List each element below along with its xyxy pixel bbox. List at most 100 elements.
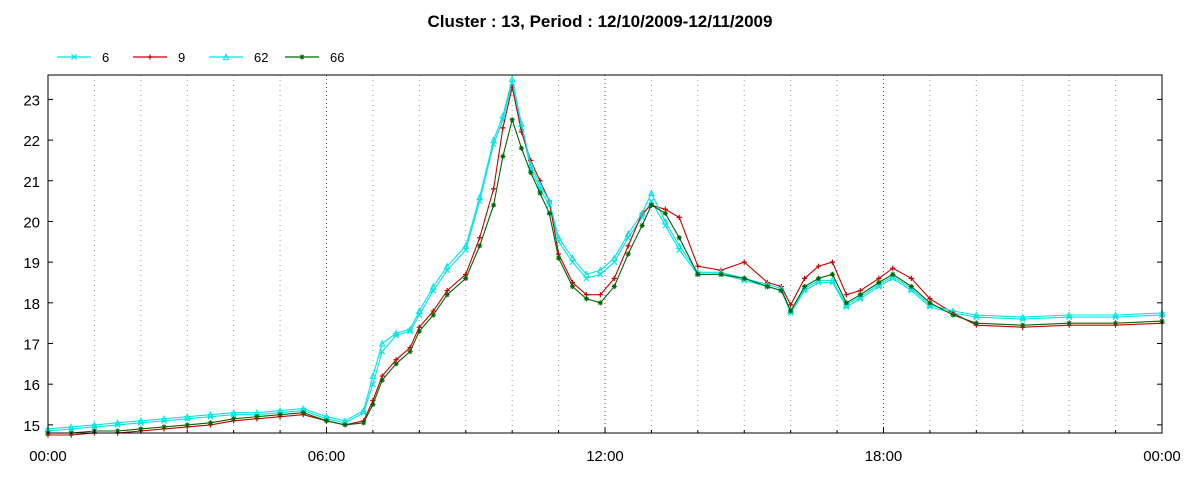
data-point <box>555 234 562 241</box>
x-tick-label: 00:00 <box>1143 448 1181 465</box>
data-point <box>67 423 75 430</box>
data-point <box>114 419 122 426</box>
y-tick-label: 18 <box>23 296 40 313</box>
x-tick-label: 12:00 <box>586 448 624 465</box>
data-point <box>583 270 590 278</box>
data-point <box>430 312 436 318</box>
x-tick-label: 00:00 <box>29 448 67 465</box>
data-point <box>842 301 850 308</box>
data-point <box>908 275 914 282</box>
data-point <box>184 422 190 428</box>
data-point <box>788 302 794 308</box>
data-point <box>500 153 506 159</box>
data-point <box>1019 313 1027 321</box>
data-point <box>499 111 507 119</box>
data-point <box>1112 311 1119 319</box>
data-point <box>907 284 915 292</box>
legend: 6 9 62 66 <box>57 50 344 65</box>
data-point <box>856 292 864 300</box>
legend-label: 62 <box>254 50 268 65</box>
data-point <box>463 275 469 282</box>
data-point <box>183 413 191 420</box>
data-point <box>875 280 883 288</box>
axes: 15 16 17 18 19 20 21 22 23 00:00 06:00 12:00 18:00 00… <box>23 92 1180 465</box>
data-point <box>973 320 979 326</box>
y-tick-label: 21 <box>23 174 40 191</box>
y-tick-label: 20 <box>23 214 40 231</box>
data-point <box>661 217 669 225</box>
data-point <box>477 235 483 241</box>
data-point <box>801 283 808 290</box>
data-point <box>500 125 506 131</box>
data-point <box>1066 320 1072 326</box>
grid <box>93 75 1117 433</box>
series-line-6 <box>47 82 1163 432</box>
data-point <box>138 426 144 432</box>
data-point <box>624 229 632 237</box>
data-point <box>857 292 863 298</box>
data-point <box>491 186 497 192</box>
y-tick-label: 23 <box>23 92 40 109</box>
x-tick-label: 18:00 <box>865 448 903 465</box>
data-point <box>231 416 237 422</box>
data-point <box>926 301 934 308</box>
data-point <box>638 209 646 217</box>
data-point <box>360 406 368 414</box>
data-point <box>815 276 822 284</box>
data-point <box>444 292 450 298</box>
data-point <box>476 193 484 201</box>
data-point <box>829 271 836 277</box>
data-point <box>207 420 214 426</box>
data-point <box>741 259 747 265</box>
data-point <box>490 136 498 144</box>
legend-label: 66 <box>330 50 344 65</box>
data-point <box>648 189 655 197</box>
data-point <box>639 222 645 229</box>
data-point <box>477 243 483 249</box>
data-point <box>323 418 330 424</box>
series-line-66 <box>48 117 1163 434</box>
y-tick-label: 19 <box>23 255 40 272</box>
data-point <box>416 328 422 334</box>
data-point <box>137 417 145 424</box>
data-point <box>545 197 553 205</box>
data-point <box>889 272 897 280</box>
series-66 <box>45 117 1165 436</box>
legend-label: 6 <box>102 50 109 65</box>
data-point <box>462 242 470 249</box>
data-point <box>443 262 451 270</box>
data-point <box>546 210 552 216</box>
data-point <box>648 202 655 208</box>
data-point <box>407 349 413 355</box>
data-point <box>91 421 98 428</box>
data-point <box>429 282 437 290</box>
data-point <box>972 311 980 319</box>
data-point <box>778 288 784 294</box>
data-point <box>369 372 377 380</box>
data-point <box>1020 322 1026 328</box>
data-point <box>611 283 617 290</box>
data-point <box>829 276 836 284</box>
data-point <box>527 160 535 168</box>
data-point <box>569 254 576 262</box>
data-point <box>950 312 956 318</box>
data-point <box>676 214 682 220</box>
data-point <box>393 361 399 367</box>
data-point <box>829 259 836 265</box>
data-point <box>843 300 849 306</box>
data-point <box>509 117 515 123</box>
data-point <box>569 283 576 290</box>
data-point <box>299 54 305 60</box>
data-point <box>378 339 386 347</box>
legend-entry-66: 66 <box>285 50 344 65</box>
data-point <box>342 422 348 428</box>
data-point <box>611 275 617 282</box>
series-6 <box>44 80 1166 434</box>
data-point <box>676 235 682 241</box>
data-point <box>843 292 849 298</box>
y-tick-label: 16 <box>23 377 40 394</box>
data-point <box>695 263 701 269</box>
data-point <box>908 283 914 290</box>
data-point <box>890 271 896 277</box>
